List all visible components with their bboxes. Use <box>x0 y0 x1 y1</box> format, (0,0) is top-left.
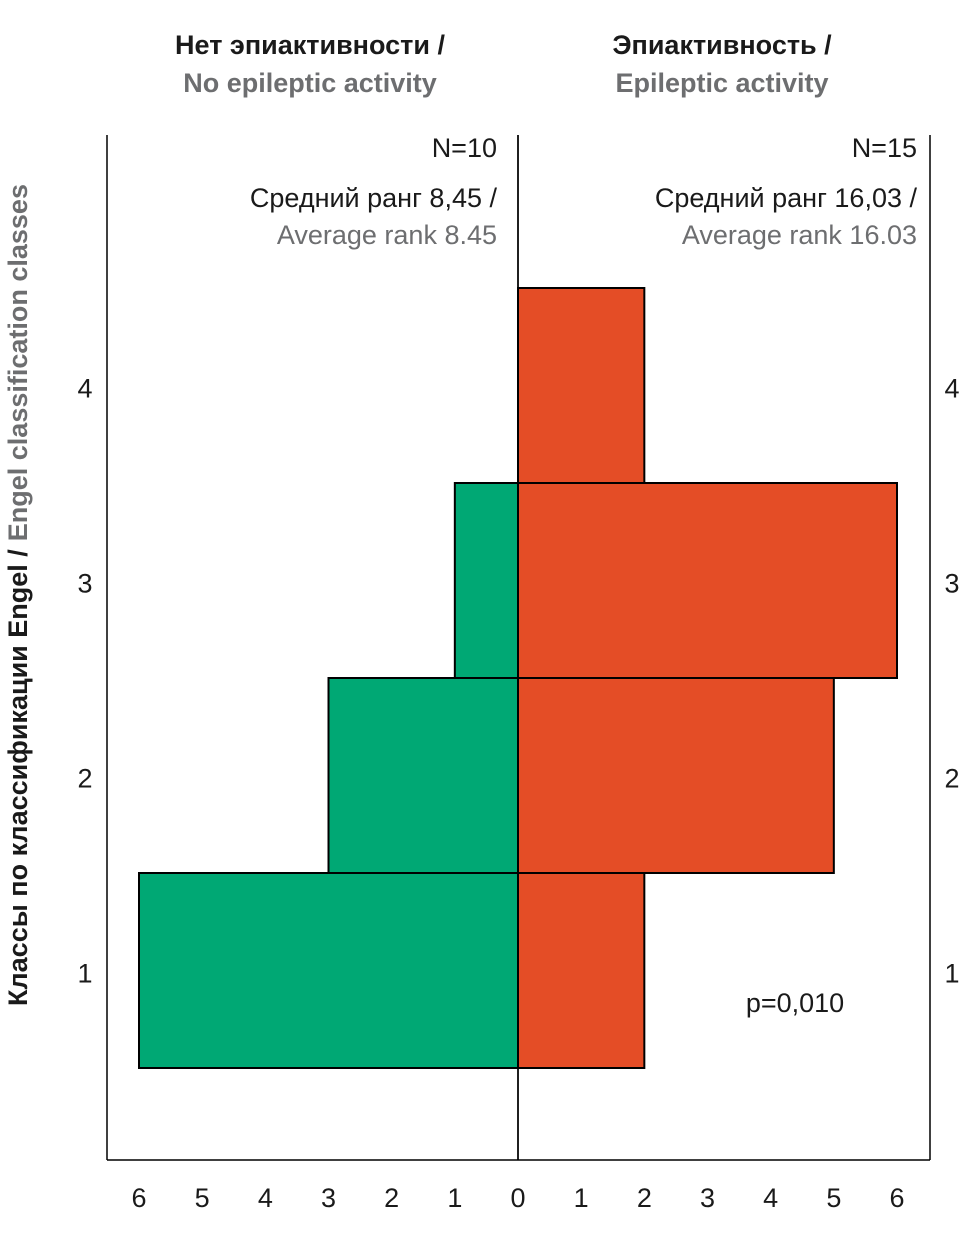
x-tick-label: 1 <box>447 1183 462 1213</box>
x-tick-label: 4 <box>258 1183 273 1213</box>
series-subtitle: No epileptic activity <box>183 68 437 98</box>
x-tick-label: 6 <box>889 1183 904 1213</box>
y-tick-label: 2 <box>77 764 92 794</box>
y-tick-label: 4 <box>77 374 92 404</box>
y-tick-label: 2 <box>944 764 959 794</box>
x-tick-label: 5 <box>195 1183 210 1213</box>
x-tick-label: 1 <box>574 1183 589 1213</box>
y-tick-label: 1 <box>77 959 92 989</box>
x-tick-label: 3 <box>700 1183 715 1213</box>
p-value: p=0,010 <box>746 988 844 1018</box>
series-title: Эпиактивность / <box>612 30 832 60</box>
x-tick-label: 4 <box>763 1183 778 1213</box>
x-tick-label: 5 <box>826 1183 841 1213</box>
rank-label-en: Average rank 8.45 <box>277 220 497 250</box>
bar <box>517 677 835 874</box>
x-tick-label: 2 <box>384 1183 399 1213</box>
x-tick-label: 3 <box>321 1183 336 1213</box>
n-label: N=10 <box>432 133 497 163</box>
x-tick-label: 6 <box>131 1183 146 1213</box>
y-label-en: Engel classification classes <box>3 184 33 541</box>
bar <box>517 872 646 1069</box>
y-tick-label: 3 <box>944 569 959 599</box>
x-tick-label: 0 <box>510 1183 525 1213</box>
n-label: N=15 <box>852 133 917 163</box>
bar <box>138 872 519 1069</box>
rank-label: Средний ранг 8,45 / <box>250 183 498 213</box>
rank-label-en: Average rank 16.03 <box>682 220 917 250</box>
y-tick-label: 4 <box>944 374 959 404</box>
series-subtitle: Epileptic activity <box>615 68 828 98</box>
series-title: Нет эпиактивности / <box>175 30 445 60</box>
bar <box>517 287 646 484</box>
rank-label: Средний ранг 16,03 / <box>655 183 918 213</box>
y-tick-label: 1 <box>944 959 959 989</box>
bar <box>453 482 520 679</box>
y-tick-label: 3 <box>77 569 92 599</box>
x-tick-label: 2 <box>637 1183 652 1213</box>
y-axis-label: Классы по классификации Engel / Engel cla… <box>3 184 33 1006</box>
bar <box>517 482 898 679</box>
y-label-ru: Классы по классификации Engel / <box>3 549 33 1006</box>
bar <box>327 677 519 874</box>
